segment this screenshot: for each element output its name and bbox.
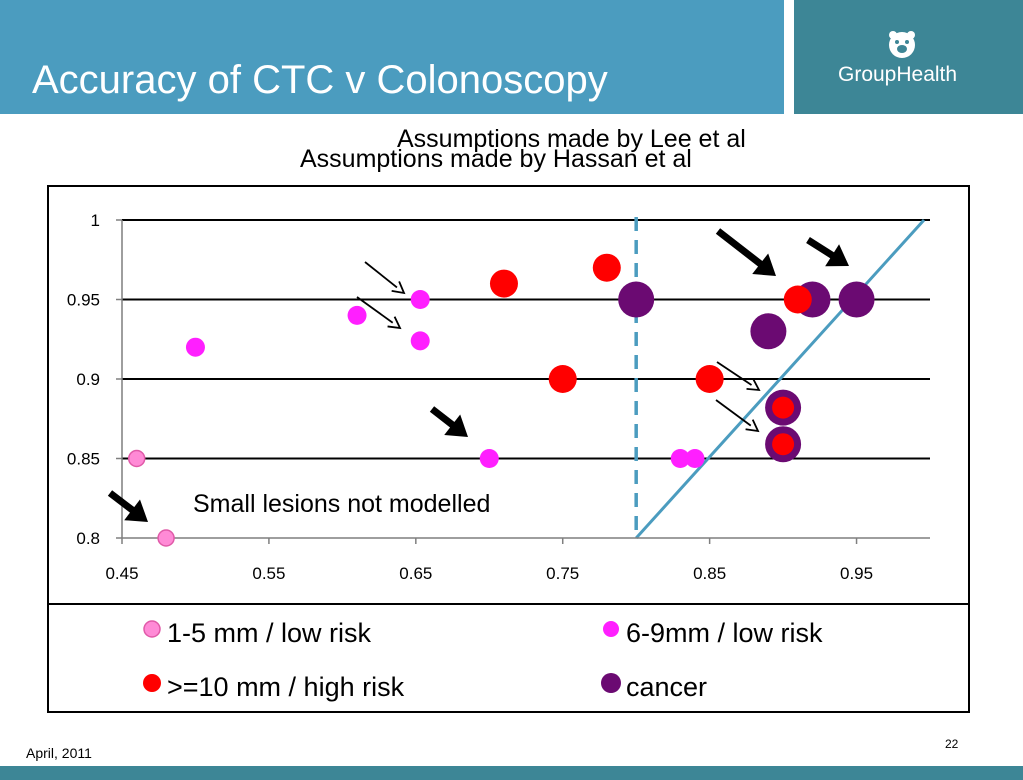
bear-logo-icon [889, 31, 915, 58]
y-tick-label-1: 0.85 [67, 450, 100, 469]
x-tick-label-5: 0.95 [840, 564, 873, 583]
data-point-s1-6 [685, 449, 705, 468]
arrow-shaft-3 [806, 237, 836, 260]
data-point-s3-0 [618, 281, 655, 318]
data-point-s0-0 [127, 449, 146, 468]
arrow-head-3 [825, 244, 849, 267]
data-point-s1-3 [410, 331, 430, 351]
data-point-s1-2 [410, 290, 430, 309]
y-tick-label-0: 0.8 [76, 529, 100, 548]
legend-label-1: 1-5 mm / low risk [167, 618, 372, 648]
x-tick-label-4: 0.85 [693, 564, 726, 583]
arrow-head-2 [752, 253, 776, 276]
data-point-s2-6 [772, 433, 795, 456]
x-tick-label-1: 0.55 [252, 564, 285, 583]
page-number: 22 [945, 737, 959, 751]
data-point-s1-0 [185, 337, 205, 357]
arrow-shaft-0 [364, 261, 398, 289]
arrow-head-7 [745, 419, 760, 433]
data-point-s2-5 [772, 396, 795, 419]
y-tick-label-3: 0.95 [67, 291, 100, 310]
arrow-head-0 [391, 281, 406, 295]
slide-title: Accuracy of CTC v Colonoscopy [32, 58, 608, 102]
diagonal-reference-line [635, 218, 926, 540]
annotation-small-lesions: Small lesions not modelled [193, 490, 491, 518]
footer-date: April, 2011 [26, 745, 92, 761]
header-bar [0, 0, 784, 114]
annotation-lee: Assumptions made by Lee et al [397, 125, 746, 153]
legend-label-2: 6-9mm / low risk [626, 618, 823, 648]
arrow-shaft-5 [107, 490, 136, 514]
x-tick-label-3: 0.75 [546, 564, 579, 583]
y-tick-label-4: 1 [91, 211, 100, 230]
footer-bar [0, 766, 1023, 780]
data-point-s2-3 [695, 365, 724, 393]
data-point-s1-5 [670, 449, 690, 468]
data-point-s2-4 [783, 285, 812, 314]
legend-marker-2 [603, 621, 619, 637]
data-point-s1-1 [347, 305, 367, 325]
legend-marker-4 [601, 673, 621, 693]
y-tick-label-2: 0.9 [76, 370, 100, 389]
annotation-hassan: Assumptions made by Hassan et al [300, 145, 692, 173]
data-point-s2-1 [592, 253, 621, 282]
header-separator [784, 0, 794, 114]
logo-text: GroupHealth [838, 63, 958, 86]
data-point-s1-4 [479, 449, 499, 468]
data-point-s2-2 [548, 365, 577, 393]
x-tick-label-2: 0.65 [399, 564, 432, 583]
legend-marker-1 [143, 620, 161, 638]
arrow-shaft-4 [429, 406, 456, 429]
x-tick-label-0: 0.45 [105, 564, 138, 583]
arrow-head-1 [387, 316, 402, 330]
legend-label-4: cancer [626, 672, 708, 702]
arrow-head-6 [746, 378, 761, 392]
arrow-shaft-2 [715, 228, 764, 268]
arrow-shaft-7 [715, 399, 752, 427]
arrow-head-5 [124, 499, 148, 522]
logo-panel [794, 0, 1023, 114]
data-point-s0-1 [157, 529, 175, 547]
legend-label-3: >=10 mm / high risk [167, 672, 405, 702]
data-point-s3-2 [838, 281, 875, 318]
legend-marker-3 [143, 674, 161, 692]
arrow-head-4 [444, 414, 468, 437]
arrow-shaft-6 [716, 361, 753, 386]
data-point-s3-3 [750, 313, 787, 350]
arrow-shaft-1 [356, 296, 394, 324]
data-point-s2-0 [489, 269, 518, 298]
